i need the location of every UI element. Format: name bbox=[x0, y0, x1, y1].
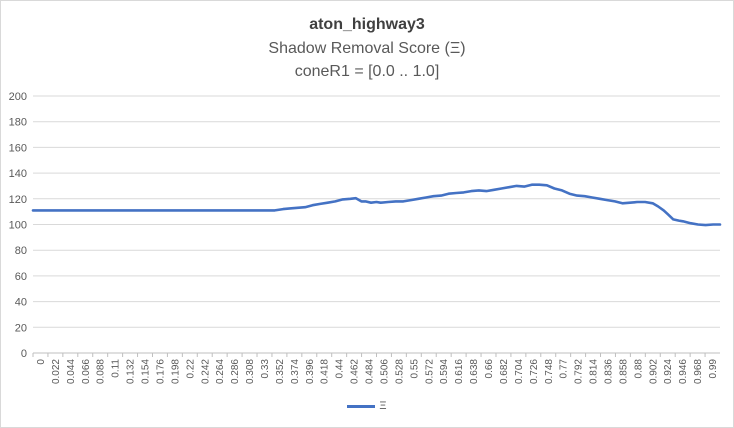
chart-title: aton_highway3 bbox=[309, 16, 425, 33]
x-tick-label: 0.352 bbox=[275, 359, 286, 384]
x-tick-label: 0.088 bbox=[96, 359, 107, 384]
x-tick-label: 0 bbox=[36, 359, 47, 365]
y-tick-label: 200 bbox=[9, 91, 27, 103]
x-tick-label: 0.99 bbox=[708, 359, 719, 379]
x-tick-label: 0.726 bbox=[529, 359, 540, 384]
x-tick-label: 0.858 bbox=[618, 359, 629, 384]
x-tick-label: 0.638 bbox=[469, 359, 480, 384]
x-tick-label: 0.616 bbox=[454, 359, 465, 384]
x-tick-label: 0.066 bbox=[81, 359, 92, 384]
x-tick-label: 0.528 bbox=[394, 359, 405, 384]
x-tick-label: 0.418 bbox=[320, 359, 331, 384]
x-tick-label: 0.484 bbox=[365, 359, 376, 384]
legend: Ξ bbox=[0, 400, 734, 412]
x-tick-label: 0.33 bbox=[260, 359, 271, 379]
x-tick-label: 0.154 bbox=[141, 359, 152, 384]
x-tick-label: 0.44 bbox=[335, 359, 346, 379]
x-tick-label: 0.22 bbox=[185, 359, 196, 379]
x-tick-label: 0.88 bbox=[633, 359, 644, 379]
y-tick-label: 80 bbox=[15, 245, 27, 257]
legend-label: Ξ bbox=[379, 400, 387, 413]
x-tick-label: 0.682 bbox=[499, 359, 510, 384]
y-tick-label: 0 bbox=[21, 348, 27, 360]
chart-subtitle-2: coneR1 = [0.0 .. 1.0] bbox=[294, 63, 440, 80]
x-tick-label: 0.814 bbox=[589, 359, 600, 384]
x-tick-label: 0.792 bbox=[574, 359, 585, 384]
x-tick-label: 0.374 bbox=[290, 359, 301, 384]
x-tick-label: 0.748 bbox=[544, 359, 555, 384]
chart-subtitle: Shadow Removal Score (Ξ) bbox=[268, 40, 466, 57]
x-tick-label: 0.11 bbox=[111, 359, 122, 378]
x-tick-label: 0.924 bbox=[663, 359, 674, 384]
x-tick-label: 0.704 bbox=[514, 359, 525, 384]
x-tick-label: 0.308 bbox=[245, 359, 256, 384]
x-tick-label: 0.132 bbox=[126, 359, 137, 384]
x-tick-label: 0.396 bbox=[305, 359, 316, 384]
y-tick-label: 40 bbox=[15, 297, 27, 309]
y-tick-label: 60 bbox=[15, 271, 27, 283]
gridlines bbox=[33, 95, 720, 354]
x-tick-label: 0.022 bbox=[51, 359, 62, 384]
x-tick-label: 0.572 bbox=[424, 359, 435, 384]
y-tick-label: 120 bbox=[9, 194, 27, 206]
x-tick-label: 0.77 bbox=[559, 359, 570, 379]
x-tick-label: 0.836 bbox=[603, 359, 614, 384]
legend-swatch bbox=[347, 404, 376, 408]
x-tick-label: 0.55 bbox=[409, 359, 420, 379]
x-tick-label: 0.198 bbox=[170, 359, 181, 384]
y-axis: 0 20 40 60 80 100 120 140 160 180 200 bbox=[9, 91, 27, 360]
x-tick-label: 0.946 bbox=[678, 359, 689, 384]
x-tick-label: 0.902 bbox=[648, 359, 659, 384]
y-tick-label: 20 bbox=[15, 322, 27, 334]
y-tick-label: 140 bbox=[9, 168, 27, 180]
x-tick-label: 0.462 bbox=[350, 359, 361, 384]
series-line bbox=[31, 183, 722, 227]
x-tick-label: 0.044 bbox=[66, 359, 77, 384]
x-tick-label: 0.594 bbox=[439, 359, 450, 384]
x-tick-label: 0.286 bbox=[230, 359, 241, 384]
x-tick-label: 0.968 bbox=[693, 359, 704, 384]
x-axis: 0 0.022 0.044 0.066 0.088 0.11 0.132 0.154 0.176… bbox=[32, 353, 719, 384]
y-tick-label: 160 bbox=[9, 142, 27, 154]
x-tick-label: 0.506 bbox=[379, 359, 390, 384]
y-tick-label: 180 bbox=[9, 117, 27, 129]
x-tick-label: 0.264 bbox=[215, 359, 226, 384]
series-layer bbox=[31, 183, 722, 227]
y-tick-label: 100 bbox=[9, 220, 27, 232]
x-tick-label: 0.66 bbox=[484, 359, 495, 379]
x-tick-label: 0.176 bbox=[155, 359, 166, 384]
x-tick-label: 0.242 bbox=[200, 359, 211, 384]
